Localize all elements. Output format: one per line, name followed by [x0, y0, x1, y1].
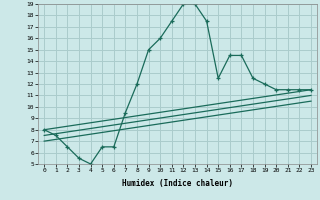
X-axis label: Humidex (Indice chaleur): Humidex (Indice chaleur)	[122, 179, 233, 188]
